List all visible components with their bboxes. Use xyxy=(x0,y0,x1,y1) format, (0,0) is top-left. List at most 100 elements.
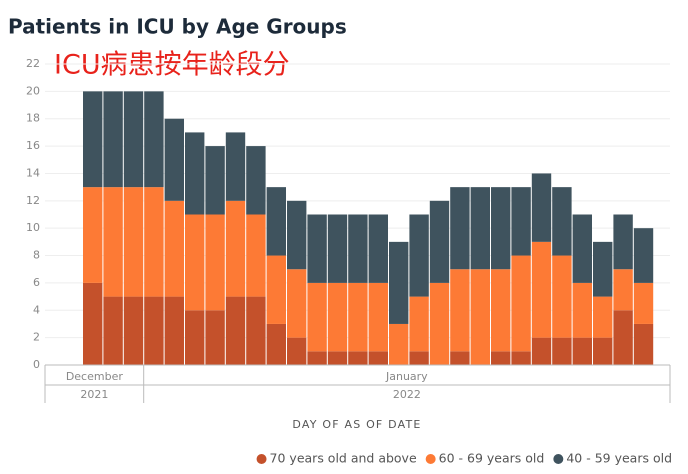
bar-segment xyxy=(613,269,633,311)
bar-segment xyxy=(348,282,368,352)
bar-segment xyxy=(225,200,246,297)
bar-segment xyxy=(531,241,552,338)
bar-segment xyxy=(572,282,592,338)
legend-label: 40 - 59 years old xyxy=(566,451,672,466)
bar-segment xyxy=(429,200,450,283)
bar-segment xyxy=(633,323,654,365)
legend-swatch xyxy=(256,454,267,464)
bar-segment xyxy=(613,214,633,270)
legend-label: 70 years old and above xyxy=(270,451,417,466)
bar-segment xyxy=(123,296,144,365)
bar-segment xyxy=(266,323,286,365)
bar-segment xyxy=(144,91,164,188)
bar-segment xyxy=(450,187,470,270)
bar-segment xyxy=(511,351,531,365)
legend-swatch xyxy=(425,454,436,464)
y-tick-label: 16 xyxy=(26,139,40,152)
bar-segment xyxy=(450,269,470,352)
y-tick-label: 10 xyxy=(26,221,40,234)
bar-segment xyxy=(205,146,225,215)
bar-segment xyxy=(225,132,246,201)
bar-segment xyxy=(531,173,552,242)
bar-segment xyxy=(613,310,633,365)
x-month-label: January xyxy=(385,370,428,383)
bar-segment xyxy=(593,296,613,338)
bar-segment xyxy=(572,337,592,365)
bar-segment xyxy=(491,187,511,270)
bar-segment xyxy=(103,187,123,297)
bar-segment xyxy=(164,118,184,201)
bar-segment xyxy=(307,351,327,365)
bar-segment xyxy=(593,241,613,297)
bar-segment xyxy=(205,214,225,311)
y-tick-label: 12 xyxy=(26,194,40,207)
bar-segment xyxy=(470,187,490,270)
bar-segment xyxy=(144,296,164,365)
bar-segment xyxy=(307,282,327,352)
bar-segment xyxy=(552,337,572,365)
bar-segment xyxy=(389,241,409,324)
bar-segment xyxy=(552,255,572,338)
bar-segment xyxy=(123,187,144,297)
bar-segment xyxy=(470,269,490,365)
bar-segment xyxy=(633,228,654,283)
bar-segment xyxy=(185,310,205,365)
bar-segment xyxy=(266,255,286,324)
bar-segment xyxy=(409,296,429,352)
bar-segment xyxy=(185,214,205,311)
bar-segment xyxy=(287,269,307,338)
bar-segment xyxy=(511,255,531,352)
y-tick-label: 20 xyxy=(26,84,40,97)
bar-segment xyxy=(83,91,103,188)
bar-segment xyxy=(246,296,266,365)
bar-segment xyxy=(225,296,246,365)
y-tick-label: 14 xyxy=(26,166,40,179)
y-tick-label: 18 xyxy=(26,112,40,125)
bar-segment xyxy=(531,337,552,365)
bar-segment xyxy=(246,214,266,297)
y-tick-label: 4 xyxy=(33,303,40,316)
y-tick-label: 8 xyxy=(33,249,40,262)
legend-label: 60 - 69 years old xyxy=(439,451,545,466)
bar-segment xyxy=(123,91,144,188)
bar-segment xyxy=(552,187,572,256)
bar-segment xyxy=(368,282,388,352)
x-axis-label: DAY OF AS OF DATE xyxy=(292,418,421,431)
bar-segment xyxy=(144,187,164,297)
bar-segment xyxy=(491,269,511,352)
bar-segment xyxy=(491,351,511,365)
bar-segment xyxy=(246,146,266,215)
y-tick-label: 22 xyxy=(26,57,40,70)
bar-segment xyxy=(409,351,429,365)
bar-segment xyxy=(389,323,409,365)
y-tick-label: 2 xyxy=(33,331,40,344)
y-tick-label: 6 xyxy=(33,276,40,289)
bar-segment xyxy=(327,351,348,365)
bar-segment xyxy=(103,296,123,365)
bar-segment xyxy=(368,351,388,365)
bar-segment xyxy=(205,310,225,365)
bar-segment xyxy=(450,351,470,365)
bar-segment xyxy=(409,214,429,297)
bar-segment xyxy=(429,282,450,365)
bar-segment xyxy=(164,200,184,297)
bar-segment xyxy=(348,214,368,283)
bar-segment xyxy=(83,187,103,283)
bar-segment xyxy=(633,282,654,324)
bar-segment xyxy=(511,187,531,256)
legend-swatch xyxy=(553,454,564,464)
bar-segment xyxy=(103,91,123,188)
bar-segment xyxy=(287,200,307,270)
bar-segment xyxy=(287,337,307,365)
chart-title: Patients in ICU by Age Groups xyxy=(8,15,347,39)
annotation: ICU病患按年龄段分 xyxy=(54,50,290,81)
x-year-label: 2021 xyxy=(80,388,108,401)
bar-segment xyxy=(164,296,184,365)
bar-segment xyxy=(327,282,348,352)
x-year-label: 2022 xyxy=(393,388,421,401)
bar-segment xyxy=(327,214,348,283)
bar-segment xyxy=(368,214,388,283)
x-month-label: December xyxy=(66,370,124,383)
bar-segment xyxy=(185,132,205,215)
